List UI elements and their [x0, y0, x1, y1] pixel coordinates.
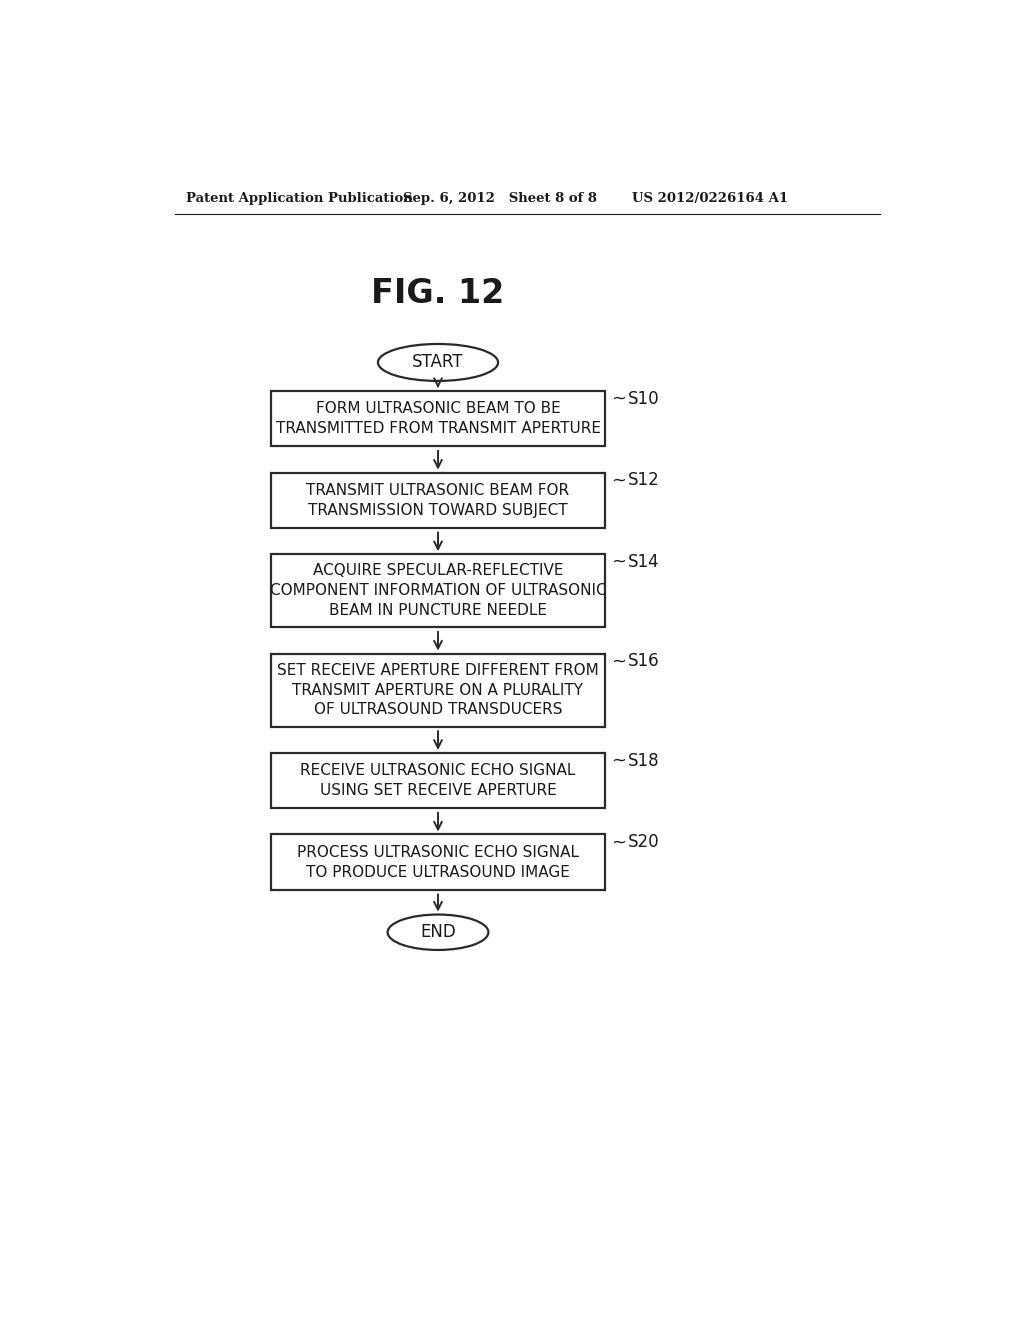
Text: TRANSMIT ULTRASONIC BEAM FOR
TRANSMISSION TOWARD SUBJECT: TRANSMIT ULTRASONIC BEAM FOR TRANSMISSIO…	[306, 483, 569, 517]
Text: ~: ~	[611, 833, 626, 851]
Text: S18: S18	[628, 751, 659, 770]
Text: S10: S10	[628, 389, 659, 408]
FancyBboxPatch shape	[271, 834, 604, 890]
Text: ~: ~	[611, 751, 626, 770]
FancyBboxPatch shape	[271, 554, 604, 627]
FancyBboxPatch shape	[271, 653, 604, 726]
Text: ~: ~	[611, 389, 626, 408]
Text: US 2012/0226164 A1: US 2012/0226164 A1	[632, 191, 787, 205]
Text: SET RECEIVE APERTURE DIFFERENT FROM
TRANSMIT APERTURE ON A PLURALITY
OF ULTRASOU: SET RECEIVE APERTURE DIFFERENT FROM TRAN…	[278, 663, 599, 717]
FancyBboxPatch shape	[271, 752, 604, 808]
Text: RECEIVE ULTRASONIC ECHO SIGNAL
USING SET RECEIVE APERTURE: RECEIVE ULTRASONIC ECHO SIGNAL USING SET…	[300, 763, 575, 799]
Text: FORM ULTRASONIC BEAM TO BE
TRANSMITTED FROM TRANSMIT APERTURE: FORM ULTRASONIC BEAM TO BE TRANSMITTED F…	[275, 401, 600, 436]
Text: S20: S20	[628, 833, 659, 851]
Text: Sep. 6, 2012   Sheet 8 of 8: Sep. 6, 2012 Sheet 8 of 8	[403, 191, 597, 205]
Text: S16: S16	[628, 652, 659, 671]
Text: PROCESS ULTRASONIC ECHO SIGNAL
TO PRODUCE ULTRASOUND IMAGE: PROCESS ULTRASONIC ECHO SIGNAL TO PRODUC…	[297, 845, 579, 879]
Ellipse shape	[378, 345, 498, 381]
Text: FIG. 12: FIG. 12	[372, 277, 505, 310]
Text: END: END	[420, 923, 456, 941]
Text: ~: ~	[611, 652, 626, 671]
Text: ACQUIRE SPECULAR-REFLECTIVE
COMPONENT INFORMATION OF ULTRASONIC
BEAM IN PUNCTURE: ACQUIRE SPECULAR-REFLECTIVE COMPONENT IN…	[269, 564, 606, 618]
Text: Patent Application Publication: Patent Application Publication	[186, 191, 413, 205]
Text: S12: S12	[628, 471, 659, 490]
FancyBboxPatch shape	[271, 391, 604, 446]
Text: S14: S14	[628, 553, 659, 570]
FancyBboxPatch shape	[271, 473, 604, 528]
Text: START: START	[413, 354, 464, 371]
Text: ~: ~	[611, 471, 626, 490]
Ellipse shape	[388, 915, 488, 950]
Text: ~: ~	[611, 553, 626, 570]
